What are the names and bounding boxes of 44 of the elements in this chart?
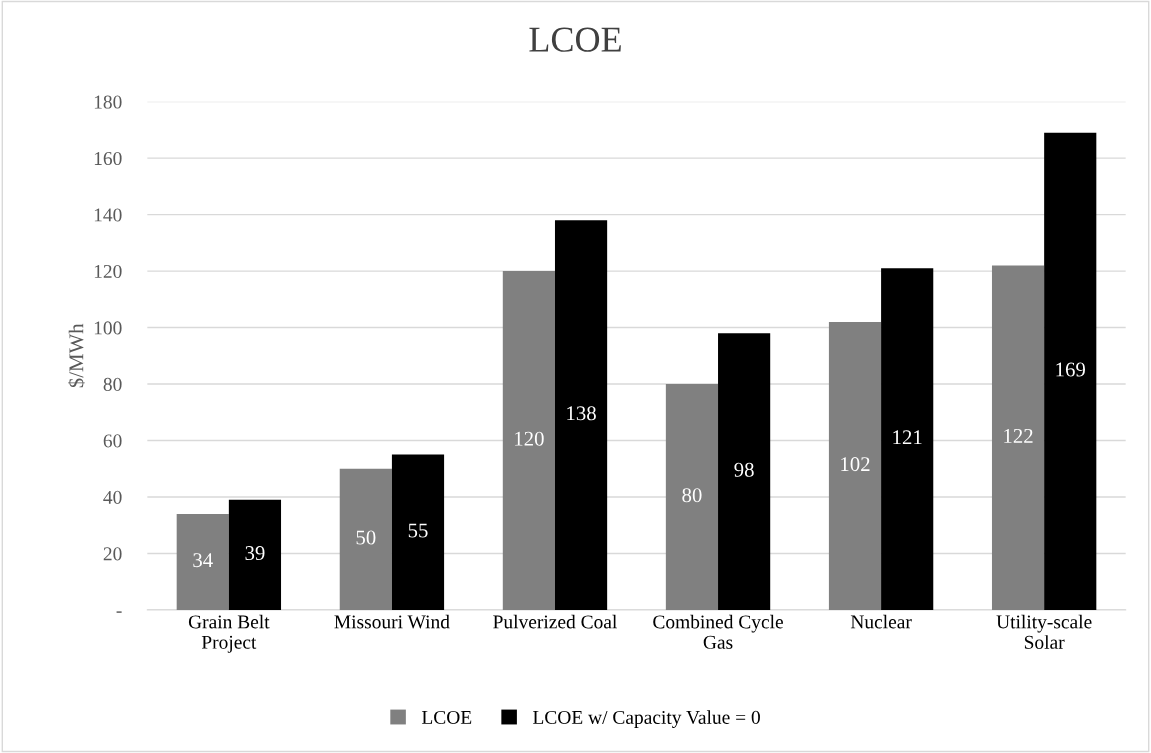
- y-tick-label: 140: [94, 208, 122, 222]
- legend-label: LCOE w/ Capacity Value = 0: [533, 710, 760, 728]
- data-label: 120: [515, 431, 544, 446]
- bar: [228, 499, 282, 610]
- data-label: 122: [1004, 428, 1033, 443]
- data-label: 121: [893, 430, 922, 445]
- y-axis-title: $/MWh: [68, 323, 85, 388]
- x-tick-label: Nuclear: [850, 614, 912, 629]
- bar: [176, 513, 229, 610]
- x-tick-label: Grain Belt Project: [188, 614, 270, 653]
- data-label: 98: [734, 462, 754, 477]
- bar: [828, 321, 882, 610]
- data-label: 138: [567, 406, 596, 421]
- x-tick-label: Combined Cycle Gas: [653, 614, 783, 649]
- bar: [339, 468, 392, 610]
- y-tick-label: 40: [103, 490, 122, 504]
- y-tick-label: 180: [94, 95, 122, 109]
- y-tick-label: 20: [103, 547, 122, 561]
- y-tick-label: 100: [94, 321, 122, 335]
- bar: [391, 454, 445, 610]
- chart-title: LCOE: [529, 27, 621, 52]
- bar: [1044, 132, 1097, 610]
- y-tick-label: 120: [94, 264, 122, 279]
- x-tick-label: Pulverized Coal: [493, 614, 617, 629]
- bar: [991, 265, 1045, 610]
- data-label: 50: [356, 530, 376, 545]
- y-tick-label: 160: [94, 151, 122, 166]
- data-label: 39: [245, 546, 265, 561]
- y-tick-label: 80: [103, 377, 122, 391]
- bar: [881, 268, 934, 610]
- legend-label: LCOE: [421, 710, 472, 724]
- data-label: 80: [682, 488, 702, 503]
- bar: [554, 220, 608, 610]
- x-tick-label: Utility-scale Solar: [996, 614, 1092, 649]
- y-tick-label: -: [116, 611, 122, 613]
- data-label: 34: [193, 553, 213, 568]
- data-label: 102: [841, 457, 870, 472]
- bar: [718, 333, 771, 610]
- x-tick-label: Missouri Wind: [334, 614, 450, 629]
- bar: [502, 271, 555, 610]
- bar: [665, 384, 719, 610]
- y-tick-label: 60: [103, 434, 122, 448]
- data-label: 55: [408, 523, 428, 538]
- data-label: 169: [1056, 362, 1086, 377]
